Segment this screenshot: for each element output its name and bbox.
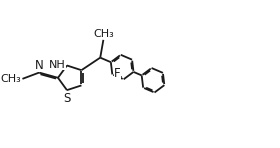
Text: N: N bbox=[35, 59, 43, 72]
Text: CH₃: CH₃ bbox=[93, 29, 114, 39]
Text: NH: NH bbox=[49, 60, 66, 70]
Text: F: F bbox=[114, 67, 121, 81]
Text: CH₃: CH₃ bbox=[1, 74, 22, 84]
Text: S: S bbox=[63, 92, 71, 105]
